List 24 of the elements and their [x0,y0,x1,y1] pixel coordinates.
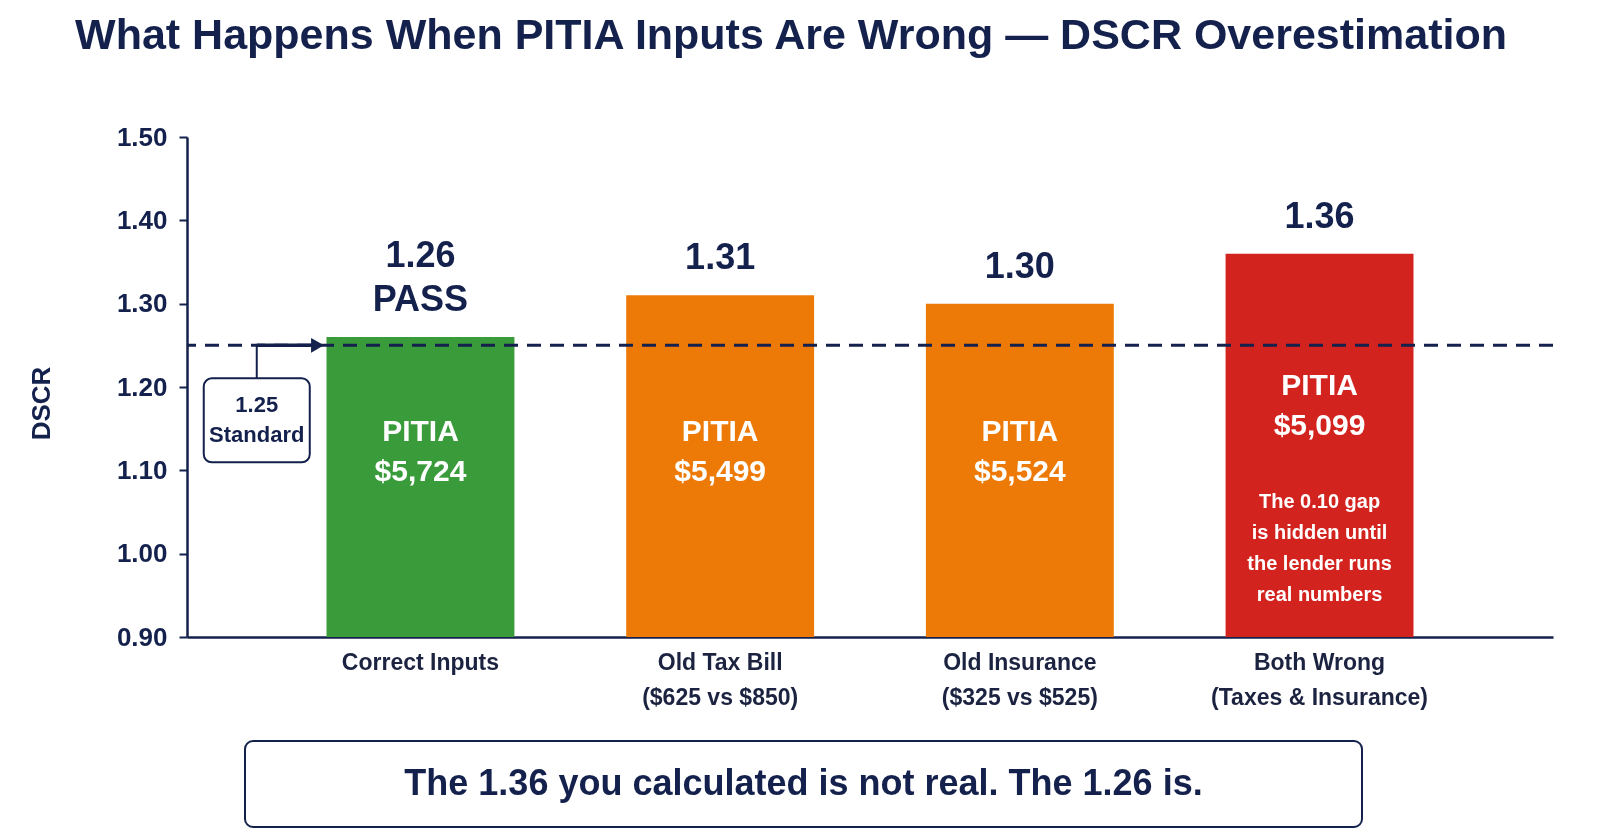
annotation: PITIA $5,099 [1273,368,1366,441]
chart-title: What Happens When PITIA Inputs Are Wrong — DSCR Overestimation [75,10,1507,58]
x-tick-label: Old Insurance ($325 vs $525) [941,648,1098,710]
y-tick-label: 1.10 [116,454,168,485]
annotation: PITIA $5,524 [973,414,1067,487]
y-tick-label: 1.00 [116,538,168,569]
text: The 1.36 you calculated is not real. The 1.26 is. [404,762,1203,803]
annotation: PITIA $5,499 [674,414,767,487]
data-label: 1.31 [685,236,756,278]
annotation: PITIA $5,724 [374,414,467,487]
x-tick-label: Old Tax Bill ($625 vs $850) [642,648,799,710]
x-tick-label: Correct Inputs [341,648,500,675]
y-axis-title: DSCR [25,366,56,441]
data-label: 1.36 [1284,194,1355,236]
y-tick-label: 1.30 [116,288,168,319]
y-tick-label: 0.90 [116,621,168,652]
y-tick-label: 1.40 [116,204,168,235]
annotation: The 0.10 gap is hidden until the lender runs real numbers [1247,489,1392,605]
data-label: 1.30 [984,244,1055,286]
y-tick-label: 1.50 [116,121,168,152]
legend-label: 1.25 Standard [209,392,305,448]
x-tick-label: Both Wrong (Taxes & Insurance) [1211,648,1428,710]
data-label: 1.26 PASS [372,234,469,319]
y-tick-label: 1.20 [116,371,168,402]
